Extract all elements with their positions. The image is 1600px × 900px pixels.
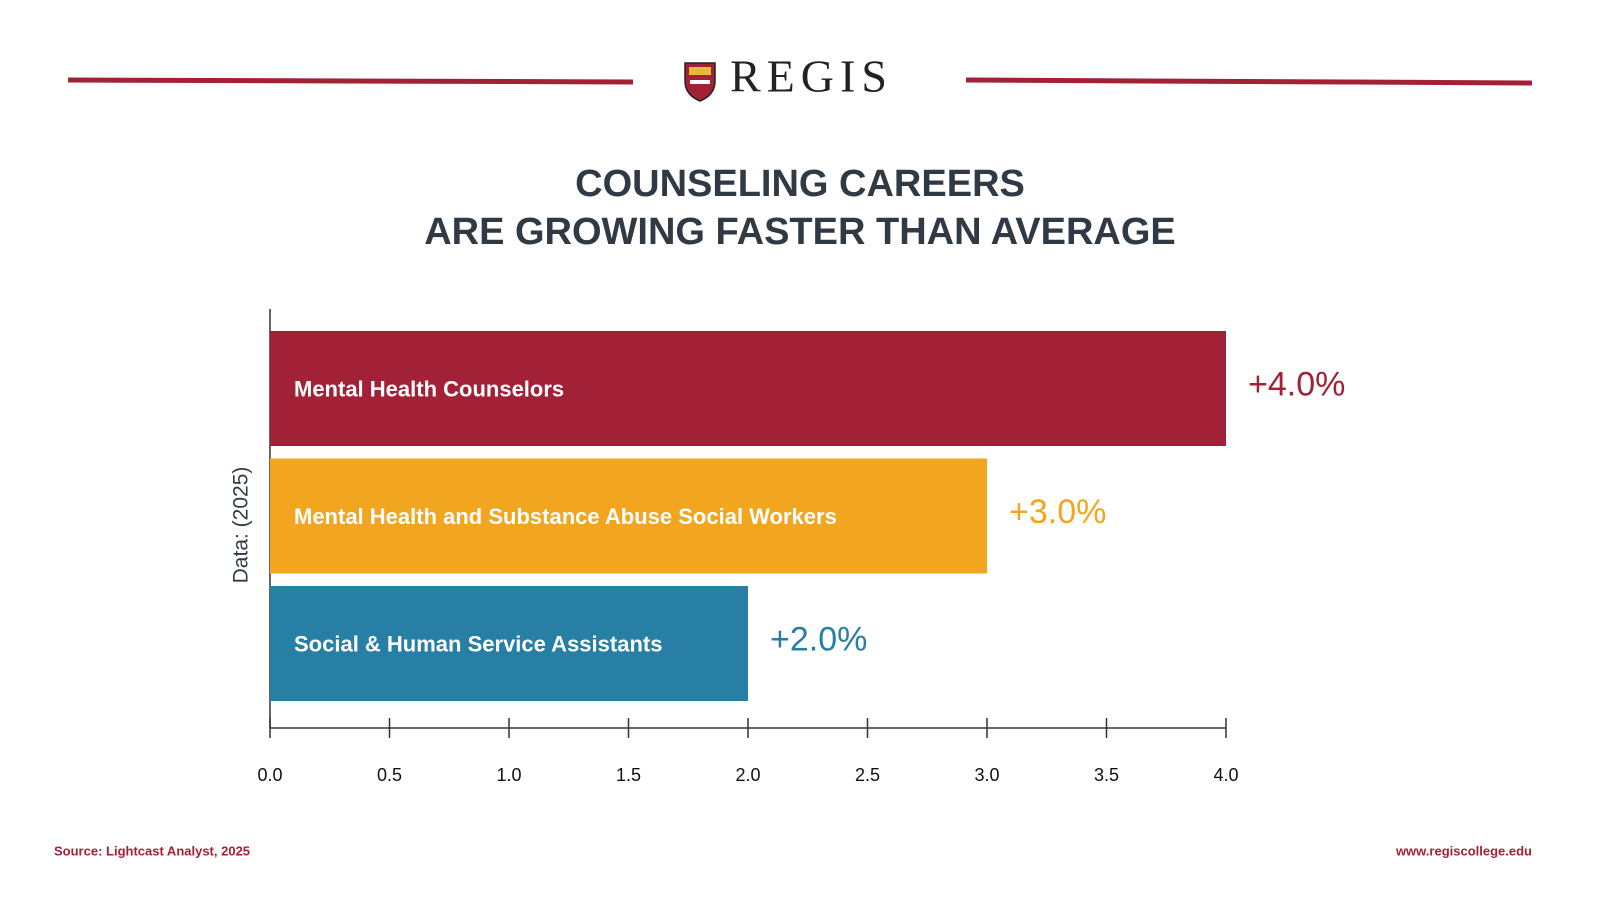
x-tick-label: 1.0 — [496, 765, 521, 785]
value-label: +3.0% — [1009, 493, 1106, 531]
value-label: +4.0% — [1248, 365, 1345, 403]
logo-text: REGIS — [730, 51, 893, 102]
x-tick-label: 1.5 — [616, 765, 641, 785]
value-label: +2.0% — [770, 620, 867, 658]
header-rule — [67, 77, 634, 85]
x-tick-label: 2.0 — [735, 765, 760, 785]
chart-title: COUNSELING CAREERS — [575, 163, 1025, 205]
x-tick-label: 0.5 — [377, 765, 402, 785]
source-note: Source: Lightcast Analyst, 2025 — [54, 843, 250, 858]
x-tick-label: 0.0 — [257, 765, 282, 785]
logo-shield — [684, 62, 716, 102]
header-rule — [965, 77, 1533, 86]
bar-category-label: Mental Health Counselors — [294, 376, 564, 401]
x-tick-label: 3.0 — [974, 765, 999, 785]
bar — [270, 586, 748, 701]
chart-title: ARE GROWING FASTER THAN AVERAGE — [424, 211, 1176, 253]
bar-category-label: Mental Health and Substance Abuse Social… — [294, 504, 837, 529]
x-tick-label: 3.5 — [1094, 765, 1119, 785]
x-tick-label: 4.0 — [1213, 765, 1238, 785]
website: www.regiscollege.edu — [1395, 843, 1532, 858]
bar — [270, 458, 987, 574]
y-axis-label: Data: (2025) — [230, 467, 253, 584]
bar — [270, 331, 1226, 446]
x-tick-label: 2.5 — [855, 765, 880, 785]
bar-category-label: Social & Human Service Assistants — [294, 631, 662, 656]
